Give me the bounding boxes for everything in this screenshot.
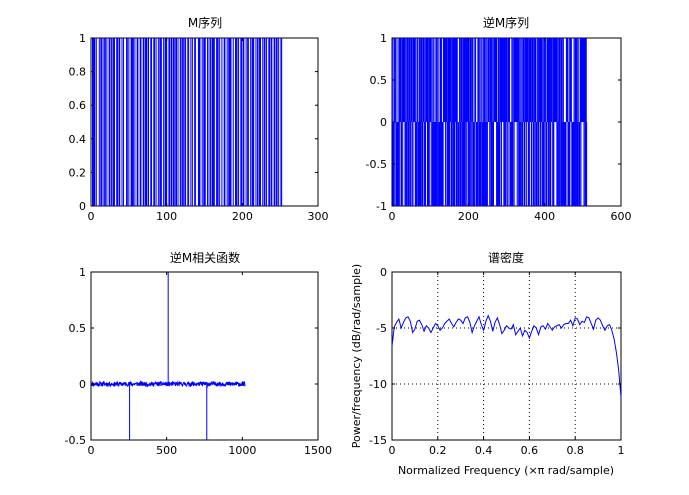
y-tick-label: 0.5 <box>69 322 87 335</box>
marks <box>92 38 283 206</box>
x-ticks: 0 500 1000 1500 <box>88 272 332 457</box>
psd-line <box>391 314 622 398</box>
x-tick-label: 1500 <box>304 444 332 457</box>
x-tick-label: 600 <box>611 210 632 223</box>
y-tick-label: -15 <box>369 434 387 447</box>
x-tick-label: 1000 <box>228 444 256 457</box>
subplot-spectral-density: 谱密度 0 0.2 0.4 0.6 0.8 1 -15 -10 -5 0 Normalized … <box>350 250 625 477</box>
x-ticks: 0 100 200 300 <box>88 38 329 223</box>
grid <box>392 272 621 440</box>
y-tick-label: 0 <box>380 266 387 279</box>
x-tick-label: 0.2 <box>429 444 447 457</box>
x-tick-label: 1 <box>618 444 625 457</box>
x-tick-label: 200 <box>458 210 479 223</box>
y-tick-label: 0.4 <box>69 133 87 146</box>
x-tick-label: 500 <box>156 444 177 457</box>
y-tick-label: -1 <box>376 200 387 213</box>
x-tick-label: 100 <box>156 210 177 223</box>
y-tick-label: 0 <box>79 378 86 391</box>
subplot-title: 逆M序列 <box>483 15 529 30</box>
x-tick-label: 0.4 <box>475 444 493 457</box>
y-tick-label: 1 <box>79 266 86 279</box>
subplot-m-sequence: M序列 0 100 200 300 0 0.2 0.4 0.6 0.8 1 <box>69 15 329 223</box>
subplot-title: 谱密度 <box>488 250 524 265</box>
x-tick-label: 0 <box>88 444 95 457</box>
y-tick-label: 1 <box>380 32 387 45</box>
y-ticks: -15 -10 -5 0 <box>369 266 621 447</box>
y-ticks: 0 0.2 0.4 0.6 0.8 1 <box>69 32 318 213</box>
subplot-correlation: 逆M相关函数 0 500 1000 1500 -0.500.51 <box>65 250 332 457</box>
x-tick-label: 0.6 <box>521 444 539 457</box>
x-tick-label: 400 <box>534 210 555 223</box>
y-axis-label: Power/frequency (dB/rad/sample) <box>350 264 363 448</box>
y-tick-label: 0.8 <box>69 66 87 79</box>
y-tick-label: -0.5 <box>65 434 86 447</box>
subplot-title: M序列 <box>188 15 222 30</box>
y-tick-label: 0 <box>79 200 86 213</box>
x-tick-label: 0.8 <box>566 444 584 457</box>
y-tick-label: 0.5 <box>370 74 388 87</box>
y-tick-label: 0.6 <box>69 99 87 112</box>
y-tick-label: -0.5 <box>366 158 387 171</box>
y-tick-label: -5 <box>376 322 387 335</box>
y-ticks: -1 -0.5 0 0.5 1 <box>366 32 621 213</box>
x-tick-label: 0 <box>88 210 95 223</box>
subplot-title: 逆M相关函数 <box>170 250 240 265</box>
x-axis-label: Normalized Frequency (×π rad/sample) <box>398 464 614 477</box>
x-ticks: 0 0.2 0.4 0.6 0.8 1 <box>389 272 625 457</box>
marks <box>391 38 588 206</box>
y-tick-label: -10 <box>369 378 387 391</box>
y-tick-label: 0.2 <box>69 166 87 179</box>
y-tick-label: 1 <box>79 32 86 45</box>
x-tick-label: 300 <box>308 210 329 223</box>
subplot-inverse-m-sequence: 逆M序列 0 200 400 600 -1 -0.5 0 0.5 1 <box>366 15 632 223</box>
x-tick-label: 200 <box>232 210 253 223</box>
x-tick-label: 0 <box>389 444 396 457</box>
marks <box>90 272 246 440</box>
y-tick-label: 0 <box>380 116 387 129</box>
axes-box <box>90 271 319 441</box>
y-ticks: -0.5 0 0.5 1 <box>65 266 318 447</box>
marks <box>391 314 622 398</box>
x-tick-label: 0 <box>389 210 396 223</box>
axes-box <box>391 271 622 441</box>
